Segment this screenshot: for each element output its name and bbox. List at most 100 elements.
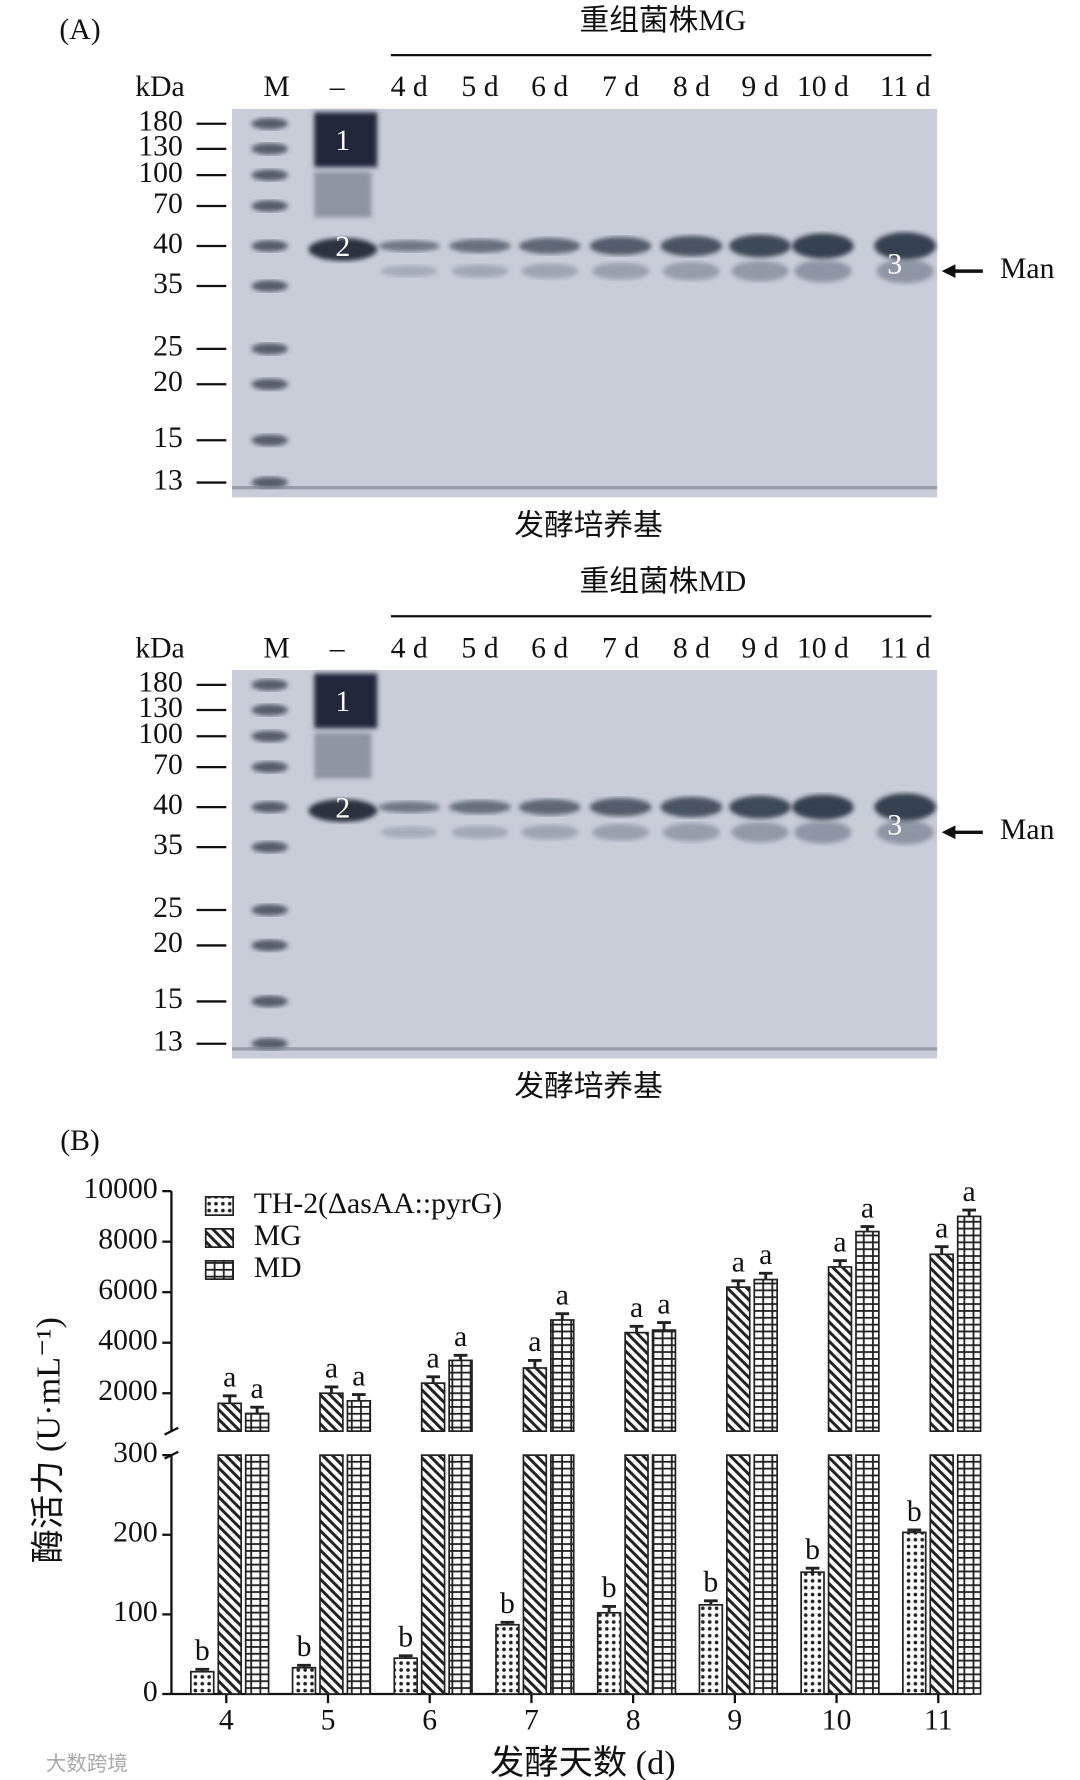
bar — [956, 1454, 982, 1695]
gel-band — [729, 234, 791, 258]
lane-label: 6 d — [531, 71, 568, 103]
bar — [549, 1319, 575, 1432]
error-bar — [704, 1599, 718, 1605]
gel-band — [876, 820, 934, 845]
bar — [346, 1454, 372, 1695]
significance-letter: a — [935, 1213, 948, 1245]
error-bar — [222, 1394, 237, 1404]
gel-band — [308, 799, 378, 822]
gel-band — [449, 800, 511, 814]
gel-band — [731, 260, 789, 282]
y-tick-label: 10000 — [83, 1173, 157, 1205]
band-label: 1 — [335, 686, 350, 718]
gel-band — [794, 259, 852, 283]
gel-band — [731, 822, 789, 843]
gel-band — [662, 822, 720, 842]
gel-band — [660, 235, 723, 257]
marker-label: 13 — [153, 1026, 183, 1058]
bar — [596, 1611, 622, 1695]
significance-letter: a — [251, 1373, 264, 1405]
bar — [448, 1454, 473, 1695]
lane-label: M — [263, 632, 289, 664]
gel-band — [521, 263, 579, 279]
x-tick-label: 11 — [924, 1704, 953, 1736]
gel-caption: 发酵培养基 — [514, 1070, 663, 1103]
x-tick-label: 4 — [219, 1704, 234, 1736]
bar — [346, 1399, 372, 1432]
gel-band — [662, 261, 720, 281]
bar — [319, 1454, 344, 1695]
gel-band — [729, 795, 791, 819]
x-tick-label: 6 — [422, 1704, 437, 1736]
bar — [956, 1215, 982, 1432]
bar — [800, 1571, 825, 1695]
bar — [244, 1412, 270, 1433]
y-tick-label: 4000 — [98, 1325, 157, 1357]
gel-band — [378, 801, 440, 813]
marker-label: 15 — [153, 983, 183, 1015]
gel-band — [589, 798, 652, 817]
ladder-band — [251, 434, 288, 446]
lane-label: – — [329, 632, 346, 664]
error-bar — [500, 1620, 515, 1625]
arrow-head — [941, 264, 956, 278]
bar — [549, 1454, 575, 1695]
ladder-band — [251, 1038, 288, 1050]
bar — [448, 1359, 473, 1432]
significance-letter: a — [556, 1279, 569, 1311]
gel-band — [874, 232, 936, 260]
x-tick-label: 7 — [524, 1704, 539, 1736]
lane-label: 9 d — [741, 632, 778, 664]
lane-label: 7 d — [602, 71, 639, 103]
gel-band — [589, 236, 652, 256]
significance-letter: a — [454, 1321, 467, 1353]
bar — [929, 1253, 954, 1433]
significance-letter: b — [500, 1588, 515, 1620]
x-axis-title: 发酵天数 (d) — [490, 1744, 676, 1780]
ladder-band — [251, 995, 288, 1008]
axis-break — [164, 1426, 179, 1436]
lane-label: 5 d — [461, 71, 498, 103]
gel-band — [660, 796, 723, 818]
band-label: 3 — [887, 248, 902, 280]
error-bar — [629, 1324, 644, 1333]
ladder-band — [251, 939, 288, 952]
marker-label: 130 — [138, 131, 183, 163]
significance-letter: b — [907, 1496, 922, 1528]
error-bar — [860, 1225, 875, 1232]
gel-band — [314, 673, 378, 729]
legend-swatch — [204, 1195, 234, 1216]
gel-band — [792, 233, 854, 259]
marker-label: 70 — [153, 749, 183, 781]
error-bar — [453, 1353, 468, 1361]
legend-label: MD — [254, 1252, 302, 1284]
ladder-band — [251, 240, 288, 252]
significance-letter: a — [861, 1192, 874, 1224]
significance-letter: a — [630, 1292, 643, 1324]
error-bar — [602, 1604, 616, 1613]
error-bar — [555, 1312, 570, 1320]
band-label: 3 — [887, 810, 902, 842]
ladder-band — [251, 476, 288, 489]
y-tick-label: 0 — [143, 1676, 158, 1708]
marker-label: 25 — [153, 892, 183, 924]
error-bar — [324, 1385, 339, 1394]
legend-swatch — [204, 1227, 234, 1248]
y-tick-label: 100 — [113, 1596, 158, 1628]
bar — [420, 1454, 446, 1695]
bar — [929, 1454, 954, 1695]
lane-label: 5 d — [461, 632, 498, 664]
ladder-band — [251, 200, 288, 212]
marker-label: 35 — [153, 829, 183, 861]
gel-caption: 发酵培养基 — [514, 509, 663, 542]
ladder-band — [251, 280, 288, 292]
error-bar — [731, 1279, 746, 1288]
marker-label: 180 — [138, 667, 183, 699]
bar — [827, 1266, 853, 1432]
lane-label: M — [263, 71, 289, 103]
gel-band — [876, 259, 934, 284]
legend-label: TH-2(ΔasAA::pyrG) — [254, 1188, 502, 1220]
significance-letter: b — [805, 1534, 820, 1566]
ladder-band — [251, 679, 288, 691]
